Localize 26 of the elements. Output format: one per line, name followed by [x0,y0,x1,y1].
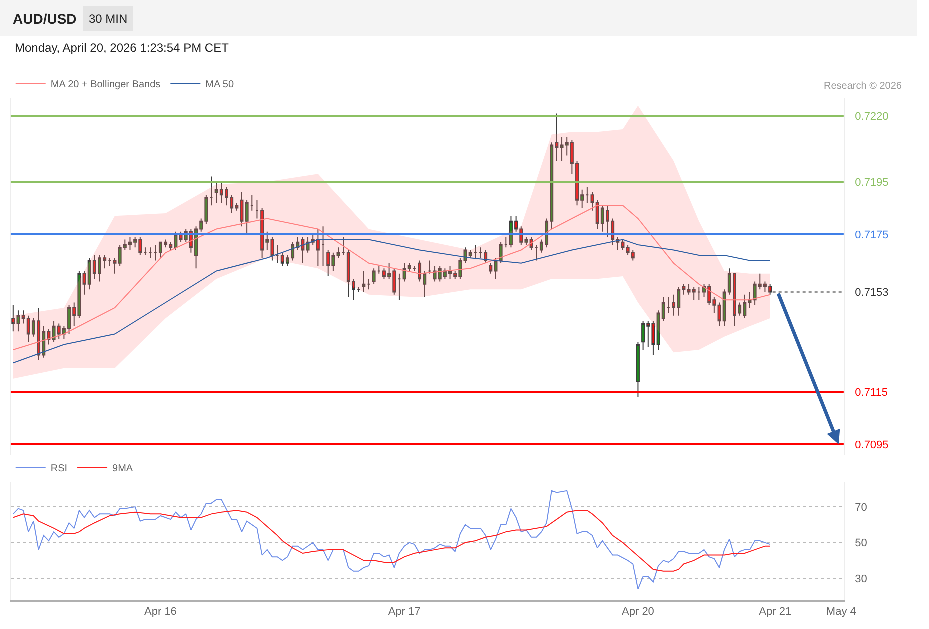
line-series [12,205,771,350]
legend-label: RSI [50,463,68,474]
x-tick-label: Apr 21 [759,606,792,618]
y-tick-label: 70 [855,502,868,514]
x-tick-label: Apr 20 [622,606,654,618]
y-tick-label: 0.7095 [855,439,889,452]
legend-label: MA 20 + Bollinger Bands [50,79,161,90]
line-series [12,239,771,364]
legend-label: 9MA [112,463,134,474]
y-tick-label: 0.7175 [855,229,889,242]
y-tick-label: 30 [855,573,868,586]
chart-subtitle: Monday, April 20, 2026 1:23:54 PM CET [15,41,230,55]
y-tick-label: 50 [855,538,868,550]
x-tick-label: May 4 [826,606,856,618]
legend-label: MA 50 [206,79,234,90]
y-tick-label: 0.7153 [855,287,889,300]
text: Research © 2026 [824,81,902,92]
text: 30 MIN [89,12,128,26]
line-series [12,510,771,572]
chart-title: AUD/USD [13,11,77,27]
x-tick-label: Apr 17 [388,606,421,618]
y-tick-label: 0.7195 [855,176,889,189]
y-tick-label: 0.7115 [855,386,888,399]
line-series [12,490,771,590]
x-tick-label: Apr 16 [144,606,177,618]
y-tick-label: 0.7220 [855,111,889,124]
